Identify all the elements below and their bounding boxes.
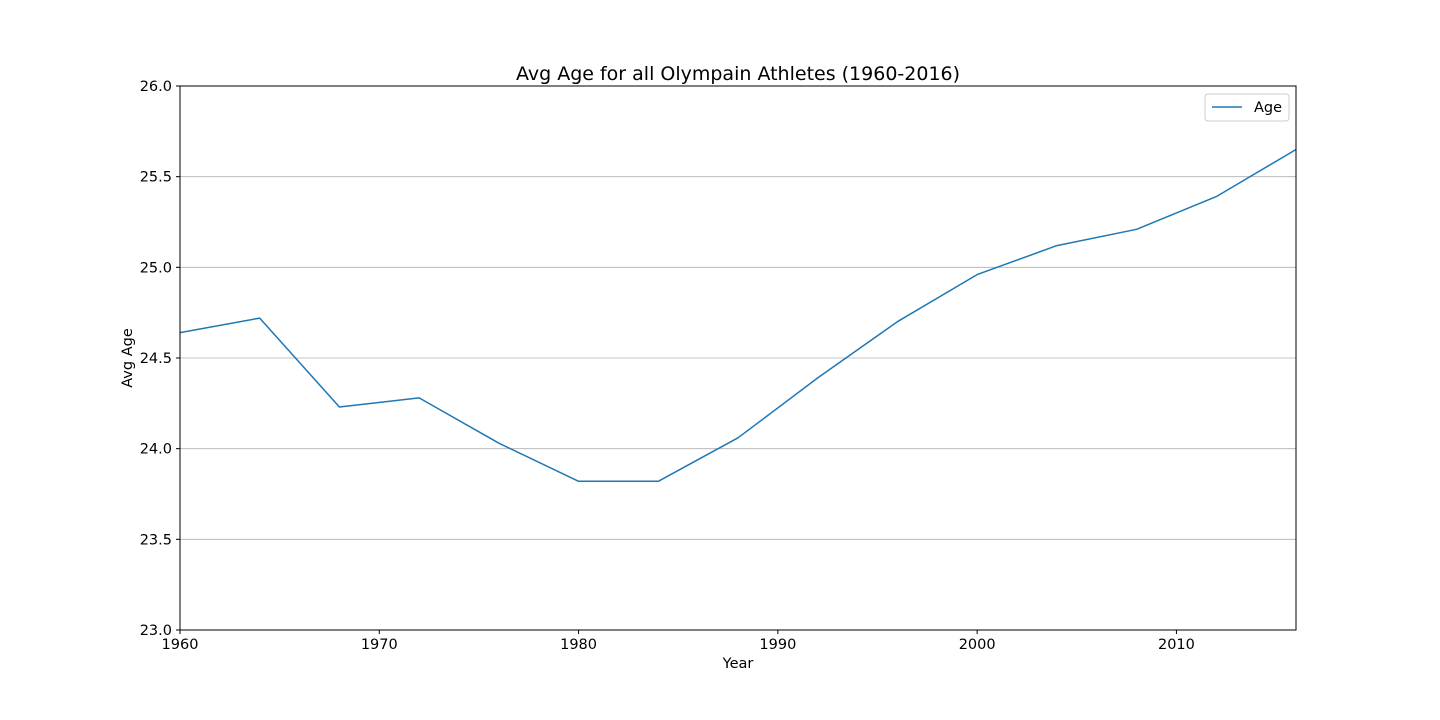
- x-axis-title: Year: [722, 656, 754, 672]
- y-tick-label-5: 25.5: [140, 170, 172, 186]
- x-tick-label-0: 1960: [162, 637, 199, 653]
- legend: Age: [1204, 93, 1290, 122]
- legend-box: [1204, 93, 1290, 122]
- y-tick-label-0: 23.0: [140, 623, 172, 639]
- x-tick-label-4: 2000: [959, 637, 996, 653]
- x-tick-label-3: 1990: [759, 637, 796, 653]
- y-axis: 23.0 23.5 24.0 24.5 25.0 25.5 26.0: [140, 79, 180, 639]
- chart-title: Avg Age for all Olympain Athletes (1960-…: [516, 63, 960, 85]
- x-axis: 1960 1970 1980 1990 2000 2010: [162, 630, 1195, 653]
- x-tick-label-2: 1980: [560, 637, 597, 653]
- y-tick-label-6: 26.0: [140, 79, 172, 95]
- grid-lines: [180, 176, 1296, 540]
- legend-label: Age: [1254, 100, 1282, 116]
- series-line-age: [179, 148, 1297, 483]
- x-tick-label-1: 1970: [361, 637, 398, 653]
- y-tick-label-4: 25.0: [140, 260, 172, 276]
- y-axis-title: Avg Age: [120, 328, 136, 388]
- series-layer: [179, 148, 1297, 483]
- y-tick-label-3: 24.5: [140, 351, 172, 367]
- x-tick-label-5: 2010: [1158, 637, 1195, 653]
- y-tick-label-1: 23.5: [140, 532, 172, 548]
- y-tick-label-2: 24.0: [140, 442, 172, 458]
